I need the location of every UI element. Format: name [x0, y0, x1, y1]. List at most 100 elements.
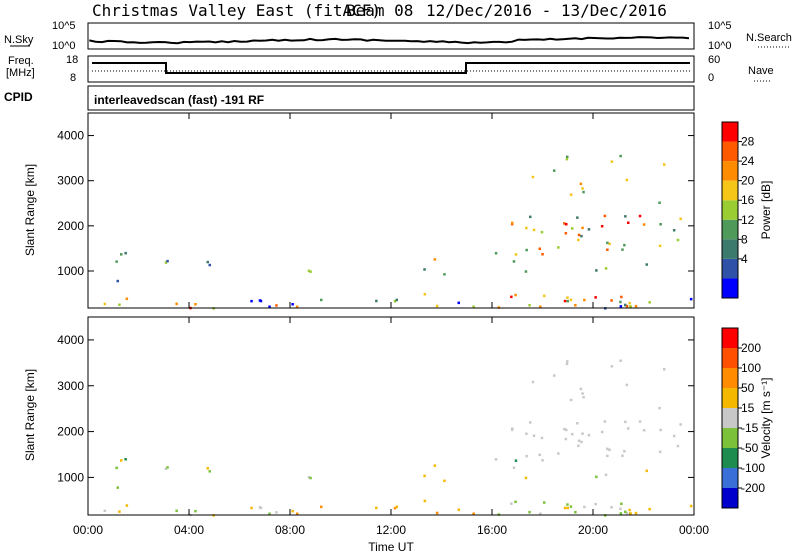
power-cell [120, 253, 123, 256]
velocity-cell [206, 467, 209, 470]
power-cell [472, 305, 475, 308]
velocity-cell [472, 512, 475, 515]
velocity-colorbar-swatch [722, 448, 738, 468]
power-colorbar-tick-label: 24 [741, 154, 755, 168]
velocity-colorbar-swatch [722, 328, 738, 348]
velocity-cell [540, 436, 544, 440]
velocity-cell [194, 509, 197, 513]
velocity-cell [608, 448, 611, 452]
power-cell [309, 270, 312, 273]
velocity-cell [320, 505, 323, 509]
power-cell [648, 301, 651, 304]
velocity-cell [619, 359, 622, 362]
velocity-ylabel: Slant Range [km] [23, 369, 37, 461]
freq-frame [87, 55, 695, 83]
power-cell [115, 260, 118, 263]
velocity-cell [595, 475, 598, 479]
velocity-cell [115, 466, 118, 470]
freq-label-line2: [MHz] [6, 67, 35, 79]
velocity-cell [512, 466, 516, 469]
x-tick-label: 00:00 [679, 523, 709, 537]
power-colorbar-swatch [722, 180, 738, 201]
velocity-cell [565, 428, 568, 432]
velocity-yaxis: 4000 3000 2000 1000 [57, 333, 694, 484]
velocity-cell [532, 434, 536, 437]
power-cell [594, 296, 597, 299]
power-data-cells [103, 154, 693, 310]
velocity-cell [125, 504, 129, 507]
velocity-cell [600, 430, 604, 434]
velocity-cell [166, 466, 169, 469]
nsky-trace [89, 36, 690, 45]
velocity-colorbar-swatch [722, 488, 738, 508]
velocity-cell [587, 433, 591, 437]
cpid-label: CPID [4, 90, 33, 104]
velocity-cell [275, 511, 278, 514]
velocity-cell [582, 396, 585, 399]
power-cell [634, 304, 638, 308]
velocity-cell [538, 453, 541, 457]
velocity-cell [625, 511, 629, 515]
velocity-cell [606, 447, 609, 451]
x-tick-label: 08:00 [275, 523, 305, 537]
velocity-cell [525, 432, 528, 435]
time-axis: 00:00 04:00 08:00 12:00 16:00 20:00 00:00 [73, 113, 709, 537]
power-cell [642, 223, 646, 226]
velocity-cell [579, 387, 583, 391]
x-tick-label: 04:00 [174, 523, 204, 537]
velocity-cell [557, 452, 560, 455]
velocity-cell [268, 512, 271, 515]
power-cell [564, 232, 568, 235]
velocity-cell [309, 476, 312, 480]
power-colorbar-tick-label: 8 [741, 232, 748, 246]
freq-trace [92, 62, 690, 74]
power-colorbar-tick-label: 28 [741, 135, 755, 149]
velocity-colorbar-tick-label: 100 [741, 361, 761, 375]
power-cell [166, 259, 169, 263]
velocity-cell [103, 509, 107, 513]
velocity-data-cells [103, 359, 693, 517]
velocity-cell [577, 444, 580, 448]
velocity-colorbar-swatch [722, 468, 738, 488]
power-cell [529, 215, 532, 219]
cpid-value: interleavedscan (fast) -191 RF [94, 93, 264, 107]
velocity-cell [658, 406, 661, 410]
power-cell [619, 305, 623, 308]
velocity-cell [581, 392, 584, 395]
power-cell [531, 175, 535, 179]
velocity-cell [689, 504, 693, 508]
velocity-cell [658, 450, 662, 454]
velocity-cell [118, 510, 121, 513]
power-cell [375, 299, 378, 303]
power-colorbar-tick-label: 12 [741, 213, 755, 227]
velocity-cell [116, 486, 119, 489]
velocity-colorbar-swatch [722, 368, 738, 388]
x-tick-label: 20:00 [578, 523, 608, 537]
velocity-cell [569, 505, 573, 508]
nsky-label: N.Sky [4, 34, 34, 46]
power-ylabel: Slant Range [km] [23, 164, 37, 256]
power-cell [194, 303, 197, 306]
velocity-cell [565, 362, 569, 366]
power-cell [116, 279, 119, 283]
power-cell [625, 304, 629, 308]
power-cell [259, 299, 263, 303]
velocity-cell [594, 502, 597, 506]
power-colorbar-swatch [722, 278, 738, 298]
velocity-cell [423, 499, 427, 503]
power-cell [571, 227, 574, 230]
power-cell [606, 241, 609, 245]
power-cell [676, 238, 680, 242]
power-cell [581, 187, 584, 190]
power-cell [291, 303, 294, 306]
power-cell [679, 217, 682, 221]
power-colorbar-swatch [722, 200, 738, 220]
velocity-cell [433, 464, 437, 467]
power-colorbar: 28 24 20 16 12 8 4 Power [dB] [721, 121, 773, 299]
velocity-cell [511, 427, 514, 430]
velocity-cell [543, 501, 546, 504]
power-cell [206, 260, 209, 264]
power-cell [164, 261, 168, 264]
power-cell [625, 178, 629, 182]
freq-label-line1: Freq. [8, 55, 34, 67]
